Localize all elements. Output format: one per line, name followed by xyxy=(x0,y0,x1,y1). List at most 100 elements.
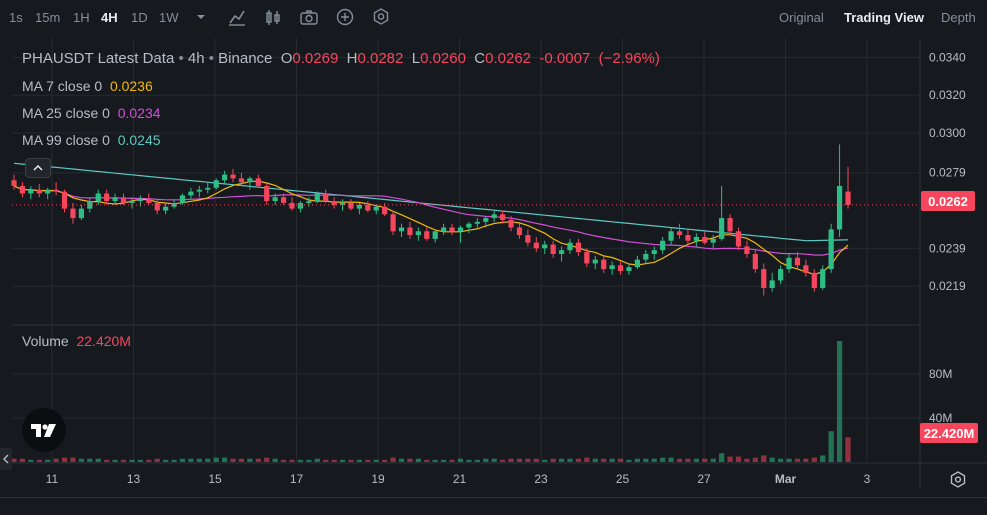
view-trading-view[interactable]: Trading View xyxy=(844,10,924,25)
volume-bar xyxy=(676,458,683,462)
volume-bar xyxy=(339,459,346,462)
candle-body xyxy=(836,185,843,230)
volume-bar xyxy=(449,459,455,462)
ma7-value: 0.0236 xyxy=(109,78,153,94)
price-tick-label: 0.0239 xyxy=(929,241,966,255)
scroll-left-button[interactable] xyxy=(0,448,12,470)
price-chart[interactable]: 0.0340 0.0320 0.0300 0.0279 0.0239 0.0219 80M 4… xyxy=(0,38,987,515)
timeframe-1h[interactable]: 1H xyxy=(73,10,90,25)
camera-icon[interactable] xyxy=(298,6,320,28)
volume-bar xyxy=(651,458,657,462)
volume-bar xyxy=(289,459,295,462)
price-tick-label: 0.0320 xyxy=(929,88,966,102)
volume-bar xyxy=(45,459,51,462)
ma25-legend[interactable]: MA 25 close 0 0.0234 xyxy=(22,105,161,121)
time-tick-label: 11 xyxy=(46,472,59,486)
tradingview-logo[interactable] xyxy=(22,408,66,452)
candle-body xyxy=(702,236,708,243)
volume-bar xyxy=(466,459,472,462)
volume-bar xyxy=(255,458,261,462)
ma7-legend[interactable]: MA 7 close 0 0.0236 xyxy=(22,78,153,94)
candle-body xyxy=(238,178,245,183)
candle-body xyxy=(36,189,42,194)
volume-bar xyxy=(516,458,523,462)
timeframe-15m[interactable]: 15m xyxy=(35,10,61,25)
volume-bar xyxy=(634,458,641,462)
volume-bar xyxy=(432,459,438,462)
volume-bar xyxy=(533,458,539,462)
volume-bar xyxy=(373,459,379,462)
volume-value: 22.420M xyxy=(76,333,131,349)
candle-body xyxy=(466,223,472,228)
settings-icon[interactable] xyxy=(370,6,392,28)
indicator-icon[interactable] xyxy=(226,6,248,28)
time-tick-label: 27 xyxy=(697,472,711,486)
candle-body xyxy=(786,257,792,270)
candle-body xyxy=(693,236,699,241)
timeframe-1s[interactable]: 1s xyxy=(9,10,23,25)
candle-body xyxy=(348,202,354,209)
timeframe-1d[interactable]: 1D xyxy=(131,10,148,25)
candle-body xyxy=(777,269,784,281)
volume-bar xyxy=(499,459,506,462)
view-depth[interactable]: Depth xyxy=(941,10,976,25)
chart-type-icon[interactable] xyxy=(262,6,284,28)
ma25-path xyxy=(13,185,849,256)
volume-bar xyxy=(727,456,733,462)
candle-body xyxy=(213,180,219,188)
candle-body xyxy=(104,193,110,202)
candle-body xyxy=(744,246,750,254)
candle-body xyxy=(424,231,430,239)
volume-tag: 22.420M xyxy=(920,423,978,443)
volume-bar xyxy=(306,459,312,462)
last-price-tag: 0.0262 xyxy=(921,191,975,211)
open-value: 0.0269 xyxy=(292,50,339,67)
chevron-up-icon xyxy=(33,164,43,171)
candle-body xyxy=(280,197,287,203)
volume-bar xyxy=(323,459,329,462)
chevron-down-icon[interactable] xyxy=(190,6,212,28)
candle-body xyxy=(449,227,455,232)
candle-body xyxy=(761,269,767,288)
candle-body xyxy=(558,250,565,254)
candle-body xyxy=(601,259,607,270)
volume-bar xyxy=(626,459,632,462)
candle-body xyxy=(230,174,236,179)
add-icon[interactable] xyxy=(334,6,356,28)
volume-bar xyxy=(609,458,615,462)
interval-label: 4h xyxy=(187,50,205,67)
candle-body xyxy=(752,253,758,270)
price-tick-label: 0.0340 xyxy=(929,50,966,64)
candle-body xyxy=(634,259,641,268)
view-original[interactable]: Original xyxy=(779,10,824,25)
volume-bar xyxy=(601,458,607,462)
candle-body xyxy=(676,231,683,236)
volume-bar xyxy=(238,458,245,462)
ma99-legend[interactable]: MA 99 close 0 0.0245 xyxy=(22,132,161,148)
candle-body xyxy=(441,227,447,232)
volume-bar xyxy=(382,459,388,462)
candle-body xyxy=(794,257,801,266)
volume-bar xyxy=(137,459,143,462)
volume-bar xyxy=(196,458,202,462)
candle-body xyxy=(247,178,253,183)
timeframe-4h[interactable]: 4H xyxy=(101,10,118,25)
change-value: -0.0007 xyxy=(539,50,591,67)
chart-area[interactable]: 0.0340 0.0320 0.0300 0.0279 0.0239 0.0219 80M 4… xyxy=(0,38,987,515)
candle-body xyxy=(828,229,834,270)
volume-bar xyxy=(575,458,582,462)
volume-bar xyxy=(146,459,152,462)
time-tick-label: 3 xyxy=(864,472,871,486)
timeframe-1w[interactable]: 1W xyxy=(159,10,179,25)
volume-bar xyxy=(567,458,573,462)
candle-body xyxy=(727,218,733,232)
candle-body xyxy=(719,218,725,239)
candle-body xyxy=(508,219,514,228)
collapse-legend-button[interactable] xyxy=(25,158,51,178)
chart-settings-icon[interactable] xyxy=(948,470,968,490)
price-tick-label: 0.0300 xyxy=(929,126,966,140)
candle-body xyxy=(685,235,691,241)
volume-bar xyxy=(845,437,851,462)
price-axis: 0.0340 0.0320 0.0300 0.0279 0.0239 0.0219 80M 4… xyxy=(929,50,966,425)
candles xyxy=(11,144,920,296)
